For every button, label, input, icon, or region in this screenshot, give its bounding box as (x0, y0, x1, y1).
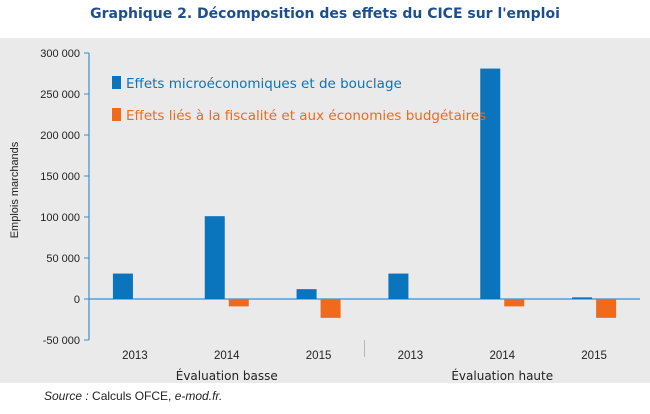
bar-series-2 (504, 299, 525, 307)
legend-swatch-1 (112, 76, 121, 89)
chart-panel (0, 38, 650, 383)
x-tick-label: 2014 (214, 350, 240, 362)
bar-series-1 (388, 273, 409, 299)
legend-swatch-2 (112, 108, 121, 121)
y-tick-label: 100 000 (40, 212, 80, 224)
source-label: Source : (44, 389, 89, 403)
x-tick-label: 2015 (581, 350, 607, 362)
x-tick-label: 2015 (306, 350, 332, 362)
chart-title: Graphique 2. Décomposition des effets du… (90, 6, 560, 22)
source-note: Source : Calculs OFCE, e-mod.fr. (44, 389, 222, 403)
y-tick-label: 0 (74, 294, 80, 306)
group-label: Évaluation basse (176, 368, 278, 383)
bar-series-1 (480, 68, 501, 299)
source-text: Calculs OFCE, (88, 389, 175, 403)
group-label: Évaluation haute (451, 368, 553, 383)
x-tick-label: 2013 (398, 350, 424, 362)
x-tick-label: 2014 (489, 350, 515, 362)
chart-bars (112, 68, 617, 318)
bar-series-1 (572, 297, 593, 299)
legend-label-2: Effets liés à la fiscalité et aux économ… (126, 108, 486, 124)
x-tick-label: 2013 (122, 350, 148, 362)
y-tick-label: 300 000 (40, 48, 80, 60)
chart-axes (84, 52, 640, 357)
y-tick-label: 50 000 (46, 253, 80, 265)
y-tick-label: 150 000 (40, 171, 80, 183)
source-link-text: e-mod.fr. (174, 389, 223, 403)
legend-label-1: Effets microéconomiques et de bouclage (126, 76, 402, 92)
bar-series-1 (112, 273, 133, 299)
y-tick-label: 250 000 (40, 89, 80, 101)
bar-series-2 (596, 299, 617, 318)
chart-legend: Effets microéconomiques et de bouclage Ef… (112, 76, 486, 124)
bar-series-1 (204, 216, 225, 299)
bar-series-2 (320, 299, 341, 318)
bar-series-1 (296, 289, 317, 299)
bar-series-2 (228, 299, 249, 307)
y-axis-title: Emplois marchands (9, 141, 21, 238)
chart-labels: -50 000 0 50 000 100 000 150 000 200 000 250 0… (9, 48, 607, 383)
y-tick-label: 200 000 (40, 130, 80, 142)
y-tick-label: -50 000 (43, 335, 80, 347)
